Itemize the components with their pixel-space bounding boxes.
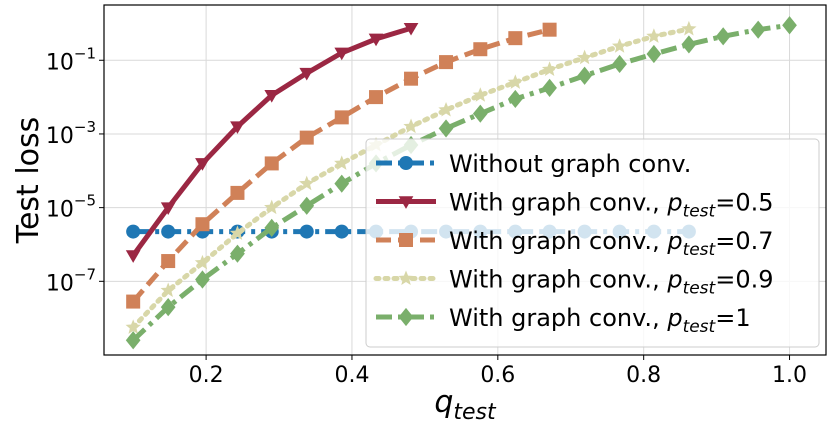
data-point-4-4: [229, 225, 246, 240]
data-point-5-15: [612, 54, 627, 74]
legend-marker-2: [398, 196, 414, 209]
y-tick-label-3: 10−7: [46, 265, 96, 296]
x-tick-label-4: 1.0: [772, 363, 807, 388]
data-point-3-12: [508, 31, 523, 46]
series-4: [125, 20, 697, 334]
data-point-4-5: [264, 199, 280, 215]
data-point-2-6: [299, 67, 315, 81]
legend-box: [365, 138, 820, 348]
data-point-1-7: [334, 224, 349, 239]
data-point-4-14: [576, 49, 593, 65]
data-point-3-5: [264, 156, 279, 171]
data-point-5-17: [681, 35, 697, 54]
series-3: [126, 22, 557, 309]
data-point-4-16: [646, 28, 662, 43]
data-point-5-3: [195, 270, 210, 289]
data-point-4-1: [125, 319, 141, 334]
data-point-2-2: [160, 202, 176, 215]
data-point-5-6: [299, 196, 315, 215]
data-point-3-9: [404, 71, 419, 86]
data-point-2-7: [334, 47, 350, 61]
plot-frame: [103, 4, 827, 356]
x-tick-label-1: 0.4: [334, 363, 369, 388]
data-point-5-7: [334, 174, 350, 193]
y-axis-title: Test loss: [11, 117, 46, 245]
data-point-3-10: [439, 55, 454, 70]
data-point-5-10: [438, 119, 454, 138]
legend-label-3: With graph conv., ptest=0.7: [449, 227, 774, 260]
x-tick-label-0: 0.2: [189, 363, 224, 388]
data-point-3-7: [334, 110, 349, 125]
data-point-1-6: [299, 224, 314, 239]
data-point-2-4: [230, 121, 245, 134]
data-point-5-13: [542, 78, 557, 97]
data-point-3-11: [473, 42, 488, 57]
x-tick-label-2: 0.6: [480, 363, 515, 388]
legend-item-2: With graph conv., ptest=0.5: [376, 189, 774, 222]
legend-item-5: With graph conv., ptest=1: [376, 304, 751, 337]
data-point-1-2: [161, 224, 176, 239]
legend-label-1: Without graph conv.: [449, 150, 691, 178]
data-point-5-4: [230, 244, 245, 263]
legend-label-4: With graph conv., ptest=0.9: [449, 266, 774, 299]
y-tick-label-0: 10−1: [46, 44, 96, 75]
data-point-3-1: [126, 294, 141, 309]
data-point-5-16: [646, 44, 662, 64]
data-point-5-1: [125, 331, 141, 350]
legend-marker-1: [399, 156, 413, 170]
y-axis: 10−1 10−3 10−5 10−7: [46, 44, 104, 296]
data-point-4-7: [334, 155, 350, 170]
data-point-3-4: [230, 185, 245, 200]
data-point-2-1: [125, 250, 141, 263]
data-point-5-20: [782, 16, 797, 35]
legend-label-5: With graph conv., ptest=1: [449, 304, 751, 337]
data-point-2-3: [195, 158, 210, 171]
data-point-3-8: [369, 90, 384, 105]
data-point-3-2: [161, 254, 176, 269]
data-point-5-12: [507, 89, 523, 109]
data-point-5-5: [264, 218, 280, 237]
data-point-4-10: [438, 101, 454, 117]
data-point-3-3: [195, 217, 210, 232]
x-axis-title: qtest: [434, 385, 497, 424]
data-point-5-11: [472, 104, 488, 123]
x-tick-label-3: 0.8: [626, 363, 661, 388]
legend: Without graph conv. With graph conv., pte…: [365, 138, 820, 348]
data-point-5-14: [577, 66, 592, 85]
legend-marker-4: [398, 270, 414, 286]
legend-item-4: With graph conv., ptest=0.9: [373, 266, 774, 299]
data-point-4-17: [681, 20, 697, 36]
legend-marker-5: [398, 307, 414, 327]
data-point-4-11: [472, 87, 488, 102]
series-2: [125, 22, 419, 263]
data-point-4-6: [299, 175, 315, 191]
data-point-4-13: [541, 61, 558, 76]
data-point-4-9: [403, 118, 419, 134]
data-point-1-1: [126, 224, 141, 239]
data-point-2-5: [264, 90, 280, 103]
data-point-2-9: [403, 22, 419, 36]
data-point-2-8: [368, 33, 384, 47]
data-point-4-15: [611, 38, 628, 53]
data-point-4-2: [160, 282, 176, 298]
data-point-4-12: [507, 74, 523, 89]
data-point-5-19: [750, 20, 766, 39]
data-point-4-3: [194, 254, 211, 270]
y-tick-label-1: 10−3: [46, 118, 96, 149]
data-point-5-18: [715, 27, 731, 46]
data-point-3-13: [542, 22, 557, 37]
data-point-5-2: [160, 298, 176, 317]
legend-label-2: With graph conv., ptest=0.5: [449, 189, 774, 222]
legend-item-3: With graph conv., ptest=0.7: [376, 227, 774, 260]
data-point-3-6: [299, 130, 314, 145]
x-axis: 0.2 0.4 0.6 0.8 1.0: [189, 355, 807, 388]
y-tick-label-2: 10−5: [46, 192, 96, 223]
legend-item-1: Without graph conv.: [376, 150, 691, 178]
legend-marker-3: [399, 233, 413, 247]
